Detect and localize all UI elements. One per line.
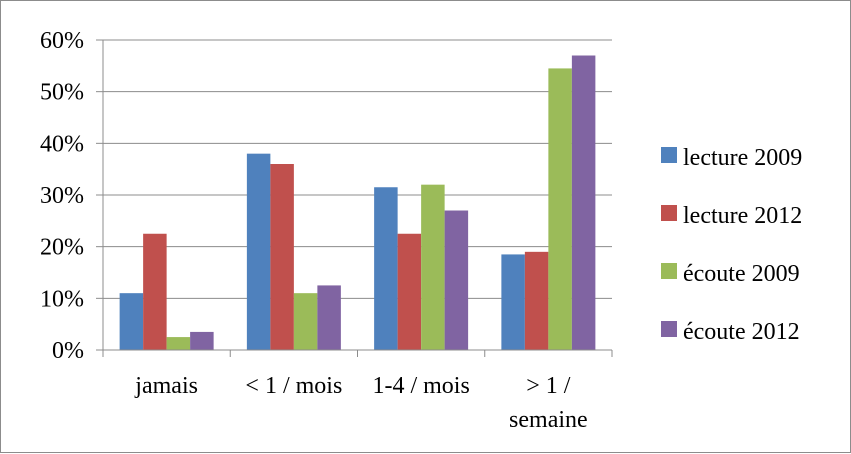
bar bbox=[246, 153, 271, 350]
y-tick-label: 10% bbox=[40, 286, 84, 312]
y-tick-label: 50% bbox=[40, 80, 84, 106]
bar bbox=[548, 68, 572, 351]
legend-swatch bbox=[661, 321, 677, 337]
bars bbox=[119, 55, 596, 351]
bar bbox=[421, 184, 445, 350]
bar bbox=[374, 187, 398, 350]
legend-swatch bbox=[661, 147, 677, 163]
bar bbox=[293, 293, 318, 350]
legend-swatch bbox=[661, 205, 677, 221]
bar bbox=[397, 233, 422, 350]
legend-label: lecture 2009 bbox=[683, 145, 802, 171]
bar bbox=[143, 233, 167, 350]
x-tick-label: > 1 /semaine bbox=[509, 373, 588, 433]
x-tick-label: < 1 / mois bbox=[245, 373, 342, 399]
y-tick-label: 0% bbox=[52, 338, 84, 364]
bar bbox=[119, 293, 144, 350]
bar bbox=[166, 337, 191, 350]
y-tick-label: 60% bbox=[40, 28, 84, 54]
bar bbox=[444, 210, 469, 350]
legend: lecture 2009 lecture 2012 écoute 2009 écout… bbox=[661, 145, 802, 345]
y-tick-label: 40% bbox=[40, 131, 84, 157]
bar bbox=[190, 331, 214, 350]
legend-label: lecture 2012 bbox=[683, 203, 802, 229]
bar bbox=[317, 285, 341, 350]
legend-label: écoute 2009 bbox=[683, 261, 800, 287]
y-tick-label: 30% bbox=[40, 183, 84, 209]
bar bbox=[524, 251, 549, 350]
x-tick-label: 1-4 / mois bbox=[372, 373, 469, 399]
x-tick-label: jamais bbox=[134, 373, 198, 399]
bar bbox=[270, 164, 294, 350]
legend-label: écoute 2012 bbox=[683, 319, 800, 345]
legend-swatch bbox=[661, 263, 677, 279]
bar bbox=[501, 254, 525, 350]
bar bbox=[571, 55, 596, 350]
y-tick-label: 20% bbox=[40, 235, 84, 261]
axes: 0% 10% 20% 30% 40% 50% 60% jamais < 1 / mois 1-4 … bbox=[40, 28, 613, 433]
